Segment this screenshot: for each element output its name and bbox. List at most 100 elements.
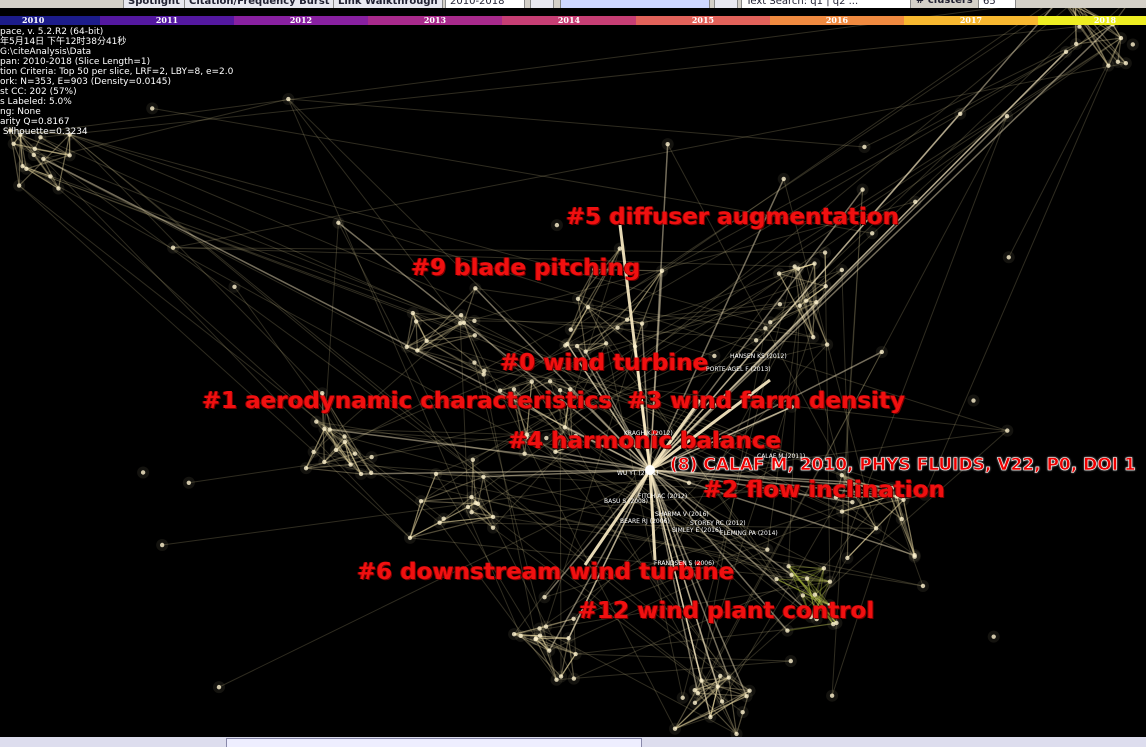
edge: [412, 312, 475, 363]
burst-button[interactable]: Citation/Frequency Burst: [184, 0, 335, 8]
edge: [477, 503, 494, 528]
edge: [564, 306, 589, 346]
node: [708, 714, 713, 720]
edge: [649, 51, 1067, 471]
node: [639, 321, 645, 326]
edge: [783, 178, 877, 529]
edge: [565, 342, 607, 347]
edge: [560, 653, 577, 677]
edge: [173, 247, 826, 254]
edge: [324, 428, 346, 443]
clusters-input[interactable]: 65: [978, 0, 1016, 8]
spotlight-button[interactable]: Spotlight: [123, 0, 185, 8]
edge: [564, 427, 737, 735]
edge: [798, 262, 815, 270]
node: [418, 498, 424, 504]
edge: [649, 469, 853, 503]
node: [624, 317, 630, 322]
edge: [794, 266, 801, 306]
edge: [728, 677, 738, 735]
search-icon[interactable]: [530, 0, 554, 8]
edge: [417, 349, 484, 376]
edge: [806, 578, 834, 625]
edge: [924, 37, 1122, 495]
edge: [415, 321, 418, 351]
node: [511, 631, 517, 637]
node: [803, 298, 809, 303]
node: [777, 301, 783, 307]
node: [41, 156, 46, 162]
node: [16, 183, 22, 188]
node: [672, 726, 678, 731]
edge: [513, 380, 551, 398]
edge: [812, 263, 816, 338]
edge: [1065, 23, 1114, 53]
node: [699, 678, 704, 683]
edge: [421, 496, 472, 502]
range-input[interactable]: 2010-2018: [445, 0, 525, 8]
node: [557, 388, 563, 393]
edge: [482, 476, 494, 518]
edge: [560, 653, 577, 677]
edge: [788, 565, 834, 625]
edge: [649, 469, 748, 697]
edge: [473, 362, 557, 680]
info-line: tion Criteria: Top 50 per slice, LRF=2, …: [0, 67, 234, 77]
edge: [848, 481, 892, 489]
edge: [891, 487, 916, 557]
edge: [846, 527, 877, 559]
node: [879, 349, 885, 355]
edge: [816, 115, 1008, 620]
edge: [435, 473, 537, 639]
node: [763, 326, 768, 331]
walkthrough-button[interactable]: Link Walkthrough: [333, 0, 443, 8]
node: [31, 152, 37, 158]
edge: [287, 98, 777, 580]
node: [991, 634, 996, 639]
edge: [641, 263, 815, 325]
edge: [323, 428, 352, 465]
edge: [69, 134, 750, 692]
edge: [577, 298, 587, 352]
node: [1123, 61, 1129, 66]
edge: [415, 321, 428, 342]
year-cell: 2017: [904, 16, 1038, 25]
node: [140, 470, 146, 475]
edge: [649, 189, 864, 471]
node-label: CALAF M (2011): [757, 453, 806, 460]
edge: [841, 474, 877, 529]
edge: [539, 628, 737, 735]
edge: [649, 469, 793, 576]
node: [821, 566, 827, 571]
edge: [794, 266, 814, 338]
edge: [841, 189, 864, 512]
edge: [770, 301, 817, 323]
edge: [499, 269, 842, 392]
edge: [788, 565, 831, 583]
edge: [321, 392, 346, 437]
edge: [697, 677, 730, 694]
node: [680, 695, 685, 700]
edge: [709, 675, 721, 718]
node: [686, 480, 692, 486]
slider[interactable]: [560, 0, 710, 8]
search-input[interactable]: Text Search: q1 | q2 ...: [741, 0, 911, 8]
edge: [814, 594, 831, 606]
node: [922, 492, 927, 498]
cluster-label: #12 wind plant control: [578, 598, 875, 624]
edge: [701, 680, 723, 702]
node: [461, 320, 467, 325]
edge: [701, 677, 729, 682]
edge: [649, 469, 699, 694]
edge: [513, 342, 607, 398]
edge: [539, 635, 550, 651]
node: [695, 690, 701, 696]
scrollbar[interactable]: [226, 738, 642, 747]
edge: [513, 381, 533, 398]
edge: [831, 496, 898, 696]
info-line: arity Q=0.8167: [0, 117, 70, 127]
search-icon[interactable]: [714, 0, 738, 8]
edge: [585, 303, 781, 353]
edge: [492, 435, 577, 529]
edge: [794, 266, 828, 345]
